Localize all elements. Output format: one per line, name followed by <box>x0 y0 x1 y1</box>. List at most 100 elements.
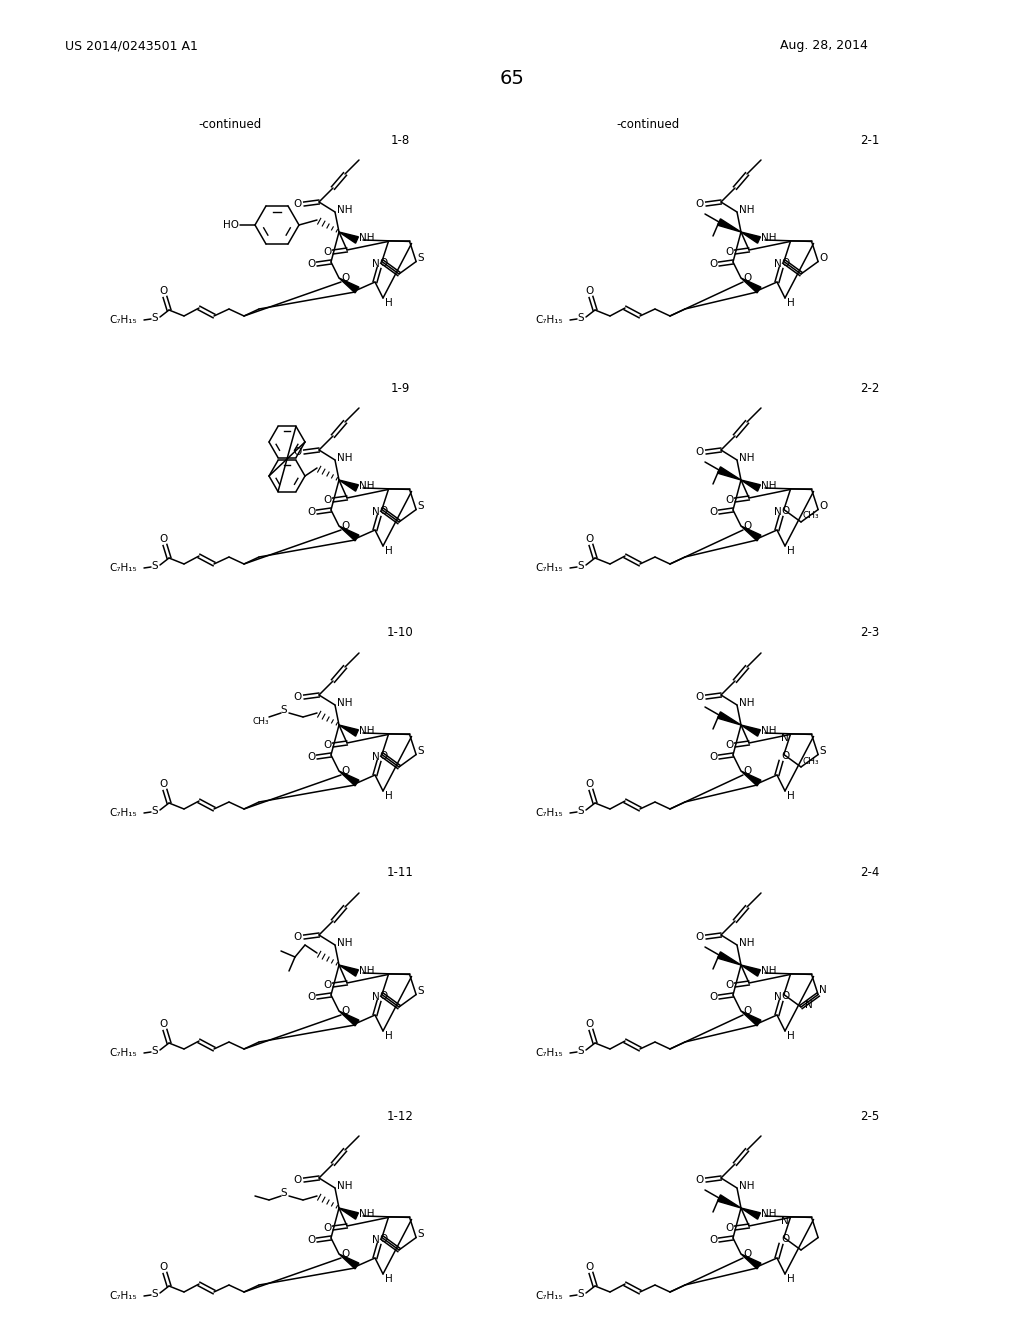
Text: O: O <box>819 252 827 263</box>
Polygon shape <box>339 232 358 243</box>
Text: NH: NH <box>337 453 352 463</box>
Text: O: O <box>159 779 167 789</box>
Text: S: S <box>418 746 424 755</box>
Polygon shape <box>741 232 761 243</box>
Polygon shape <box>741 1208 761 1220</box>
Text: 2-5: 2-5 <box>860 1110 880 1122</box>
Text: 2-4: 2-4 <box>860 866 880 879</box>
Text: H: H <box>787 791 795 801</box>
Text: NH: NH <box>337 205 352 215</box>
Text: H: H <box>385 1274 393 1284</box>
Text: N: N <box>372 507 380 516</box>
Polygon shape <box>339 771 359 785</box>
Text: O: O <box>342 766 350 776</box>
Text: O: O <box>696 199 705 209</box>
Text: O: O <box>743 1249 752 1259</box>
Text: S: S <box>418 1229 424 1238</box>
Text: H: H <box>787 298 795 308</box>
Text: S: S <box>578 561 585 572</box>
Polygon shape <box>339 1011 359 1026</box>
Text: H: H <box>787 546 795 556</box>
Text: S: S <box>281 1188 288 1199</box>
Text: NH: NH <box>739 698 755 708</box>
Text: S: S <box>418 986 424 995</box>
Text: 1-9: 1-9 <box>390 381 410 395</box>
Text: NH: NH <box>359 966 375 975</box>
Polygon shape <box>741 279 761 293</box>
Text: C₇H₁₅: C₇H₁₅ <box>536 1291 563 1302</box>
Text: O: O <box>307 752 315 762</box>
Text: O: O <box>725 495 733 506</box>
Text: S: S <box>578 313 585 323</box>
Text: O: O <box>696 932 705 942</box>
Text: S: S <box>578 1045 585 1056</box>
Text: CH₃: CH₃ <box>253 717 269 726</box>
Text: O: O <box>342 1006 350 1016</box>
Text: O: O <box>307 507 315 517</box>
Text: 1-8: 1-8 <box>390 133 410 147</box>
Text: C₇H₁₅: C₇H₁₅ <box>110 315 137 325</box>
Polygon shape <box>718 1195 741 1208</box>
Text: N: N <box>774 259 781 268</box>
Text: O: O <box>323 741 331 750</box>
Text: O: O <box>725 979 733 990</box>
Text: CH₃: CH₃ <box>803 756 819 766</box>
Text: NH: NH <box>359 480 375 491</box>
Text: N: N <box>372 259 380 268</box>
Text: S: S <box>418 252 424 263</box>
Polygon shape <box>741 771 761 785</box>
Text: 1-11: 1-11 <box>387 866 414 879</box>
Text: NH: NH <box>761 1209 777 1218</box>
Polygon shape <box>741 1011 761 1026</box>
Text: O: O <box>294 199 302 209</box>
Text: NH: NH <box>739 1181 755 1191</box>
Text: O: O <box>159 286 167 296</box>
Text: S: S <box>152 1290 159 1299</box>
Text: N: N <box>774 991 781 1002</box>
Text: NH: NH <box>739 205 755 215</box>
Polygon shape <box>741 965 761 977</box>
Text: C₇H₁₅: C₇H₁₅ <box>536 564 563 573</box>
Text: O: O <box>380 751 388 762</box>
Polygon shape <box>718 952 741 965</box>
Polygon shape <box>718 219 741 232</box>
Text: H: H <box>385 298 393 308</box>
Polygon shape <box>339 965 358 977</box>
Text: O: O <box>294 1175 302 1185</box>
Text: O: O <box>294 692 302 702</box>
Text: N: N <box>805 1001 813 1010</box>
Text: S: S <box>418 500 424 511</box>
Text: S: S <box>152 1045 159 1056</box>
Text: NH: NH <box>337 698 352 708</box>
Polygon shape <box>718 467 741 480</box>
Text: C₇H₁₅: C₇H₁₅ <box>110 1048 137 1059</box>
Text: NH: NH <box>359 1209 375 1218</box>
Text: O: O <box>696 692 705 702</box>
Text: O: O <box>323 979 331 990</box>
Text: O: O <box>342 273 350 282</box>
Text: O: O <box>380 257 388 268</box>
Text: C₇H₁₅: C₇H₁₅ <box>110 808 137 818</box>
Text: -continued: -continued <box>616 117 680 131</box>
Polygon shape <box>339 725 358 737</box>
Text: Aug. 28, 2014: Aug. 28, 2014 <box>780 40 868 53</box>
Text: O: O <box>585 535 593 544</box>
Text: O: O <box>725 741 733 750</box>
Text: NH: NH <box>761 234 777 243</box>
Text: O: O <box>743 273 752 282</box>
Text: O: O <box>380 991 388 1001</box>
Text: O: O <box>159 535 167 544</box>
Text: O: O <box>696 447 705 457</box>
Text: NH: NH <box>739 939 755 948</box>
Text: H: H <box>787 1274 795 1284</box>
Text: CH₃: CH₃ <box>803 511 819 520</box>
Text: O: O <box>709 507 717 517</box>
Text: O: O <box>585 779 593 789</box>
Text: O: O <box>307 1236 315 1245</box>
Text: NH: NH <box>337 939 352 948</box>
Text: 1-12: 1-12 <box>387 1110 414 1122</box>
Text: NH: NH <box>337 1181 352 1191</box>
Text: S: S <box>578 807 585 816</box>
Polygon shape <box>339 279 359 293</box>
Text: O: O <box>342 521 350 531</box>
